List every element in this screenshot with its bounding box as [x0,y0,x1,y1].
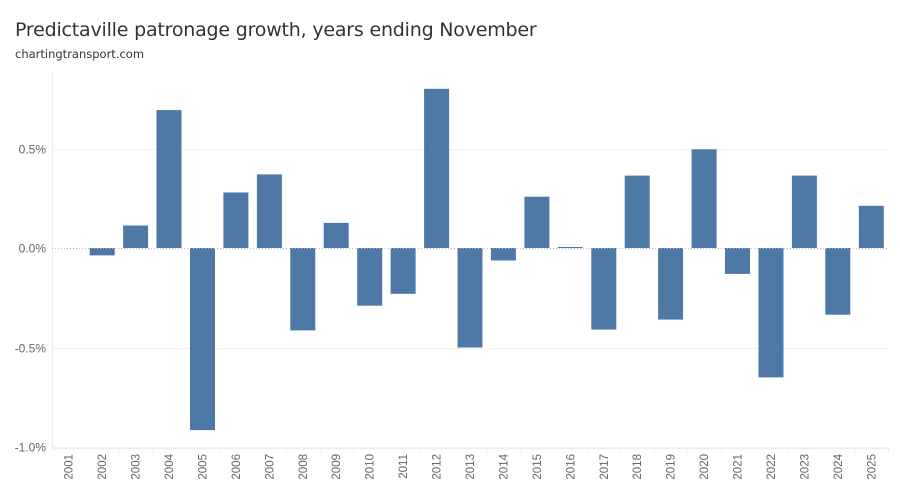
x-tick-label: 2004 [164,453,176,479]
bar [691,149,717,248]
bar [357,248,383,306]
x-tick-label: 2006 [231,454,243,480]
bar [390,248,416,294]
bar [791,175,817,248]
bar [825,248,851,315]
y-tick-label: 0.5% [19,143,47,157]
bar [624,175,650,248]
x-tick-label: 2010 [365,454,377,480]
x-tick-label: 2022 [766,454,778,480]
bar [123,225,149,248]
bar [725,248,750,274]
bar [658,248,684,320]
x-tick-label: 2016 [565,454,577,480]
bars [89,88,884,431]
chart-subtitle: chartingtransport.com [15,47,145,61]
x-tick-label: 2001 [64,454,76,480]
bar [524,196,550,248]
bar [190,248,215,431]
x-axis-ticks: 2001 2002 2003 2004 2005 2006 2007 2008 2009 2010… [52,448,889,480]
x-tick-label: 2014 [498,453,510,479]
bar [323,222,349,248]
bar [89,248,115,256]
bar [256,174,282,248]
bar [490,248,516,261]
bar [457,248,483,348]
bar [424,88,450,248]
x-tick-label: 2017 [599,454,611,480]
y-tick-label: -1.0% [15,441,47,455]
x-tick-label: 2018 [632,454,644,480]
x-tick-label: 2005 [197,454,209,480]
bar [223,192,249,248]
x-tick-label: 2012 [432,454,444,480]
x-tick-label: 2002 [97,454,109,480]
bar [156,110,182,248]
chart-title: Predictaville patronage growth, years en… [15,19,537,41]
bar [557,247,583,248]
x-tick-label: 2003 [131,454,143,480]
x-tick-label: 2011 [398,454,410,479]
x-tick-label: 2021 [733,454,745,480]
x-tick-label: 2008 [298,454,310,480]
x-tick-label: 2007 [264,454,276,480]
axes [52,72,888,450]
bar [758,248,784,378]
y-tick-label: -0.5% [15,342,47,356]
bar [591,248,617,330]
bar [290,248,316,331]
y-tick-label: 0.0% [19,242,47,256]
x-tick-label: 2015 [532,454,544,480]
x-tick-label: 2024 [833,453,845,479]
bar [858,205,884,248]
x-tick-label: 2019 [666,454,678,480]
y-axis-ticks: 0.5% 0.0% -0.5% -1.0% [15,143,47,455]
x-tick-label: 2020 [699,454,711,480]
x-tick-label: 2009 [331,454,343,480]
x-tick-label: 2025 [866,454,878,480]
x-tick-label: 2023 [799,454,811,480]
x-tick-label: 2013 [465,454,477,480]
